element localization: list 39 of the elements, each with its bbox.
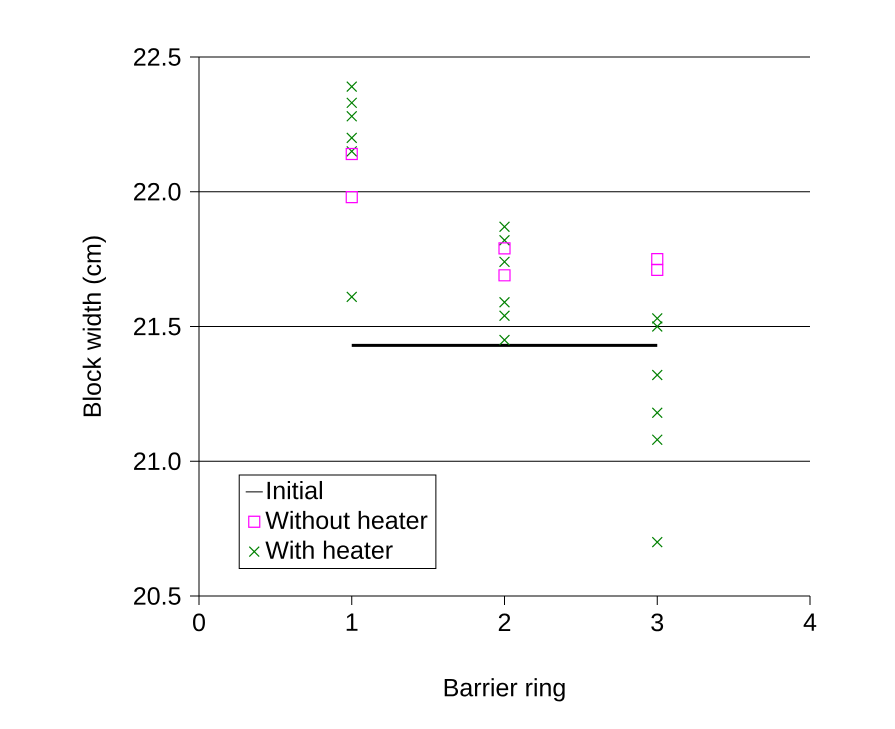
point [346, 81, 358, 92]
point [498, 256, 510, 268]
legend-label: Initial [268, 480, 322, 500]
point [651, 253, 664, 266]
y-axis-title: Block width (cm) [82, 236, 106, 416]
point [652, 312, 663, 324]
point [498, 334, 510, 346]
point [346, 148, 358, 160]
y-tick-label: 22.0 [134, 182, 180, 201]
y-tick-label: 22.5 [134, 48, 180, 66]
point [498, 234, 510, 246]
point [346, 110, 358, 122]
x-tick-label: 2 [498, 614, 510, 631]
y-tick-label: 21.0 [134, 452, 180, 470]
legend-label: Without heater [265, 510, 428, 530]
point [346, 291, 358, 302]
x-axis-title: Barrier ring [444, 678, 565, 702]
y-tick-label: 21.5 [134, 318, 180, 336]
point [652, 320, 663, 332]
x-tick-label: 1 [346, 614, 358, 631]
point [498, 221, 510, 232]
legend-label: With heater [265, 540, 393, 560]
point [346, 191, 358, 204]
point [498, 242, 511, 254]
y-tick-label: 20.5 [134, 587, 180, 605]
point [652, 407, 663, 418]
x-tick-label: 4 [804, 614, 816, 631]
point [346, 146, 358, 157]
point [498, 269, 511, 282]
x-tick-label: 3 [651, 614, 664, 632]
point [498, 310, 510, 322]
point [652, 369, 663, 381]
point [498, 296, 510, 308]
point [652, 536, 663, 548]
point [346, 132, 358, 144]
point [652, 434, 663, 446]
point [651, 264, 664, 276]
x-tick-label: 0 [193, 614, 205, 632]
point [346, 97, 358, 108]
